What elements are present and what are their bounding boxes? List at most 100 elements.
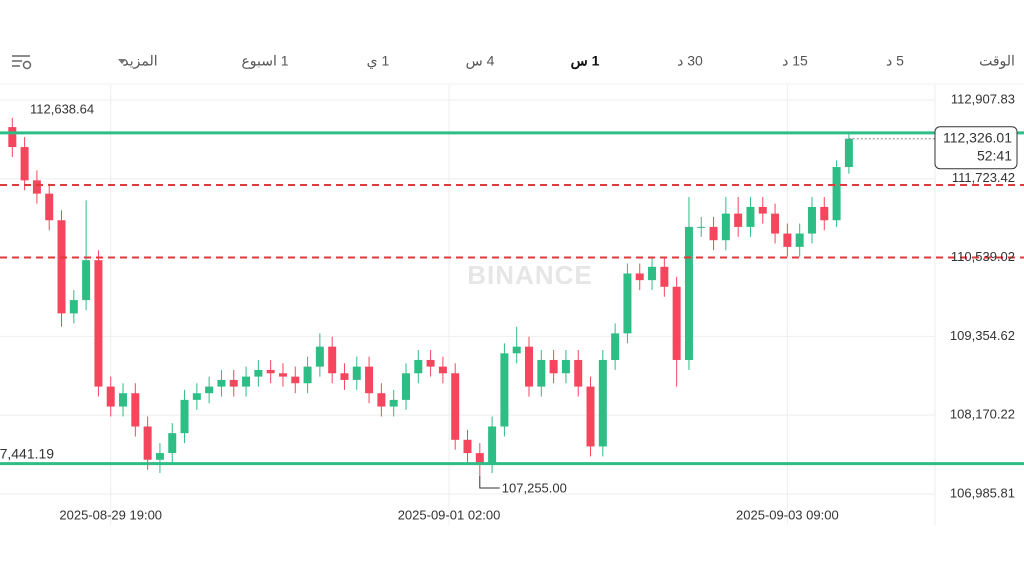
- candle-body: [672, 286, 681, 360]
- candle-body: [709, 226, 718, 241]
- timeframe-option[interactable]: 1 س: [571, 53, 600, 70]
- candle-body: [438, 366, 447, 374]
- candle-body: [69, 300, 78, 314]
- candle-body: [229, 379, 238, 387]
- candle-body: [623, 273, 632, 334]
- x-tick-label: 2025-09-03 09:00: [736, 507, 839, 522]
- candle-body: [340, 373, 349, 380]
- candle-body: [155, 453, 164, 460]
- candle-body: [119, 393, 128, 407]
- x-tick-label: 2025-08-29 19:00: [59, 507, 162, 522]
- watermark: BINANCE: [467, 260, 592, 290]
- plot: BINANCE 107,441.19 112,638.64 107,255.00 112…: [0, 85, 1024, 525]
- candle-body: [217, 379, 226, 387]
- candle-body: [537, 359, 546, 387]
- candle-body: [278, 373, 287, 377]
- candle-body: [401, 373, 410, 400]
- candle-body: [648, 266, 657, 281]
- y-tick-label: 112,907.83: [951, 91, 1015, 106]
- candle-body: [684, 226, 693, 360]
- candle-body: [291, 376, 300, 384]
- candle-body: [82, 260, 91, 301]
- candle-body: [734, 213, 743, 227]
- candle-body: [32, 180, 41, 194]
- candle-body: [242, 376, 251, 387]
- candle-body: [143, 426, 152, 460]
- candle-body: [180, 399, 189, 434]
- candle-body: [205, 386, 214, 394]
- candle-body: [45, 193, 54, 221]
- candle-body: [635, 273, 644, 281]
- timeframe-option[interactable]: 15 د: [782, 53, 808, 69]
- candle-body: [94, 260, 103, 387]
- candle-body: [820, 206, 829, 221]
- settings-icon[interactable]: [12, 55, 32, 70]
- candle-body: [328, 346, 337, 374]
- candle-body: [561, 359, 570, 374]
- candle-body: [844, 138, 853, 168]
- candle-body: [414, 359, 423, 374]
- candle-body: [586, 386, 595, 447]
- x-tick-label: 2025-09-01 02:00: [398, 507, 501, 522]
- candle-body: [488, 426, 497, 464]
- timeframe-option[interactable]: 1 ي: [367, 53, 390, 69]
- candle-body: [389, 399, 398, 407]
- candle-body: [352, 366, 361, 380]
- timeframe-option[interactable]: 30 د: [677, 53, 703, 69]
- candle-body: [131, 393, 140, 427]
- timeframe-option[interactable]: 1 اسبوع: [241, 53, 288, 70]
- timeframe-option[interactable]: الوقت: [979, 53, 1015, 70]
- candle-body: [660, 266, 669, 287]
- dropdown-caret: [118, 59, 126, 64]
- candle-body: [168, 433, 177, 454]
- candle-body: [574, 359, 583, 387]
- candle-body: [377, 393, 386, 407]
- candle-body: [303, 366, 312, 384]
- candle-body: [266, 369, 275, 374]
- high-label: 112,638.64: [30, 101, 94, 116]
- candle-body: [192, 393, 201, 400]
- candle-body: [549, 359, 558, 374]
- candle-body: [500, 353, 509, 427]
- candle-body: [426, 359, 435, 367]
- y-tick-label: 110,539.02: [951, 249, 1015, 264]
- candle-body: [746, 206, 755, 227]
- y-tick-label: 108,170.22: [950, 407, 1015, 422]
- candle-body: [783, 233, 792, 247]
- candle-body: [807, 206, 816, 234]
- candle-body: [832, 167, 841, 221]
- candle-body: [57, 220, 66, 314]
- timeframe-option[interactable]: المزيد: [122, 53, 157, 70]
- candle-body: [721, 213, 730, 241]
- candle-body: [512, 346, 521, 354]
- candle-body: [697, 226, 706, 228]
- candle-body: [365, 366, 374, 394]
- timeframe-option[interactable]: 5 د: [886, 53, 904, 69]
- low-label: 107,255.00: [502, 480, 567, 495]
- y-tick-label: 109,354.62: [950, 328, 1015, 343]
- current-price-label: 112,326.01: [943, 129, 1012, 145]
- candle-body: [795, 233, 804, 247]
- price-box: [934, 126, 1018, 170]
- candle-body: [475, 453, 484, 464]
- y-tick-label: 106,985.81: [950, 485, 1015, 500]
- candle-body: [525, 346, 534, 387]
- candle-body: [611, 333, 620, 360]
- low-leader: [479, 476, 500, 489]
- candle-body: [254, 369, 263, 377]
- candle-body: [771, 213, 780, 234]
- candle-body: [8, 127, 17, 148]
- candle-body: [758, 206, 767, 214]
- support-label: 107,441.19: [0, 445, 54, 461]
- countdown: 52:41: [977, 147, 1012, 163]
- toolbar: الوقت 5 د 15 د 30 د 1 س 4 س 1 ي 1 اسبوع المزيد: [122, 53, 1015, 70]
- candle-body: [106, 386, 115, 407]
- candle-body: [451, 373, 460, 440]
- timeframe-option[interactable]: 4 س: [466, 53, 495, 70]
- candle-body: [463, 439, 472, 454]
- candle-body: [315, 346, 324, 367]
- candle-body: [598, 359, 607, 447]
- candle-body: [20, 147, 29, 181]
